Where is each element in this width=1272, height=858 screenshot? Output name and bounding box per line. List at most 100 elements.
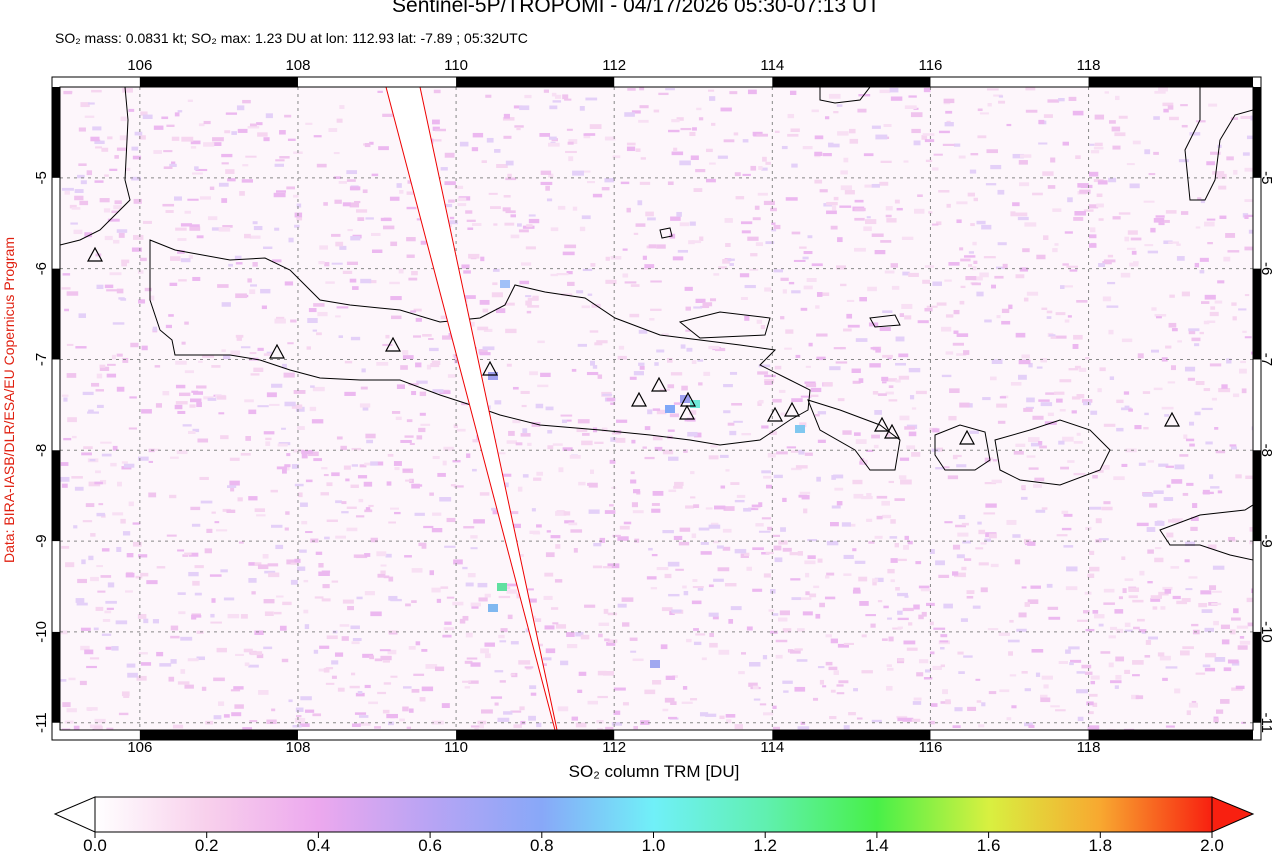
- noise-pixel: [520, 262, 532, 266]
- noise-pixel: [881, 500, 891, 506]
- noise-pixel: [1028, 724, 1035, 728]
- noise-pixel: [723, 139, 735, 143]
- noise-pixel: [609, 459, 616, 464]
- noise-pixel: [191, 615, 202, 618]
- noise-pixel: [531, 508, 536, 512]
- noise-pixel: [817, 439, 826, 443]
- noise-pixel: [885, 685, 893, 691]
- noise-pixel: [876, 515, 883, 520]
- noise-pixel: [414, 512, 425, 516]
- noise-pixel: [441, 335, 454, 340]
- noise-pixel: [250, 651, 263, 656]
- noise-pixel: [887, 356, 892, 360]
- noise-pixel: [1162, 586, 1173, 591]
- noise-pixel: [985, 183, 997, 186]
- noise-pixel: [297, 566, 306, 571]
- noise-pixel: [775, 654, 783, 659]
- noise-pixel: [969, 169, 977, 174]
- noise-pixel: [226, 509, 236, 513]
- noise-pixel: [688, 240, 695, 245]
- noise-pixel: [240, 346, 251, 349]
- noise-pixel: [413, 308, 422, 312]
- noise-pixel: [1188, 328, 1200, 332]
- noise-pixel: [263, 246, 273, 249]
- noise-pixel: [294, 558, 301, 563]
- noise-pixel: [692, 127, 697, 131]
- noise-pixel: [464, 686, 471, 689]
- noise-pixel: [284, 527, 289, 531]
- noise-pixel: [488, 372, 498, 380]
- noise-pixel: [253, 225, 263, 231]
- noise-pixel: [1035, 672, 1041, 677]
- noise-pixel: [1137, 618, 1145, 622]
- noise-pixel: [734, 499, 745, 503]
- noise-pixel: [1163, 108, 1169, 113]
- noise-pixel: [351, 641, 360, 645]
- noise-pixel: [773, 269, 784, 273]
- noise-pixel: [854, 560, 866, 564]
- noise-pixel: [291, 404, 303, 409]
- noise-pixel: [1098, 623, 1104, 627]
- noise-pixel: [377, 691, 387, 695]
- noise-pixel: [693, 432, 702, 438]
- noise-pixel: [376, 551, 387, 557]
- noise-pixel: [1071, 396, 1081, 400]
- noise-pixel: [587, 482, 593, 486]
- noise-pixel: [907, 540, 913, 545]
- noise-pixel: [60, 679, 67, 682]
- noise-pixel: [852, 479, 863, 485]
- noise-pixel: [1191, 337, 1201, 342]
- noise-pixel: [1063, 545, 1074, 548]
- noise-pixel: [1249, 527, 1253, 532]
- noise-pixel: [84, 232, 93, 238]
- noise-pixel: [854, 199, 864, 203]
- noise-pixel: [464, 660, 473, 664]
- noise-pixel: [416, 218, 421, 221]
- noise-pixel: [180, 636, 193, 641]
- noise-pixel: [566, 128, 573, 131]
- noise-pixel: [452, 601, 464, 606]
- noise-pixel: [1248, 229, 1253, 234]
- noise-pixel: [74, 195, 84, 201]
- noise-pixel: [1129, 183, 1140, 189]
- noise-pixel: [236, 336, 242, 341]
- noise-pixel: [1060, 466, 1069, 470]
- noise-pixel: [1114, 132, 1126, 137]
- noise-pixel: [220, 569, 228, 573]
- noise-pixel: [665, 675, 676, 680]
- noise-pixel: [442, 203, 453, 208]
- noise-pixel: [672, 256, 684, 261]
- noise-pixel: [140, 111, 148, 116]
- noise-pixel: [240, 614, 248, 619]
- noise-pixel: [389, 507, 399, 510]
- noise-pixel: [104, 235, 113, 241]
- noise-pixel: [1093, 614, 1105, 619]
- noise-pixel: [693, 306, 703, 309]
- noise-pixel: [681, 701, 693, 704]
- noise-pixel: [331, 580, 339, 583]
- noise-pixel: [263, 137, 270, 142]
- noise-pixel: [885, 214, 892, 218]
- noise-pixel: [729, 430, 737, 436]
- noise-pixel: [729, 371, 738, 375]
- noise-pixel: [750, 253, 758, 257]
- noise-pixel: [583, 133, 591, 139]
- noise-pixel: [1088, 204, 1099, 209]
- coastline: [1184, 87, 1253, 201]
- noise-pixel: [683, 590, 689, 596]
- noise-pixel: [337, 687, 345, 692]
- noise-pixel: [341, 636, 349, 641]
- noise-pixel: [149, 295, 155, 301]
- noise-pixel: [364, 143, 371, 148]
- noise-pixel: [244, 662, 250, 667]
- noise-pixel: [116, 481, 122, 487]
- noise-pixel: [1096, 203, 1104, 208]
- noise-pixel: [1227, 250, 1240, 253]
- noise-pixel: [307, 318, 318, 324]
- noise-pixel: [128, 501, 134, 507]
- noise-pixel: [453, 485, 464, 488]
- noise-pixel: [789, 552, 799, 556]
- noise-pixel: [1024, 602, 1030, 607]
- noise-pixel: [349, 685, 360, 689]
- noise-pixel: [566, 270, 573, 275]
